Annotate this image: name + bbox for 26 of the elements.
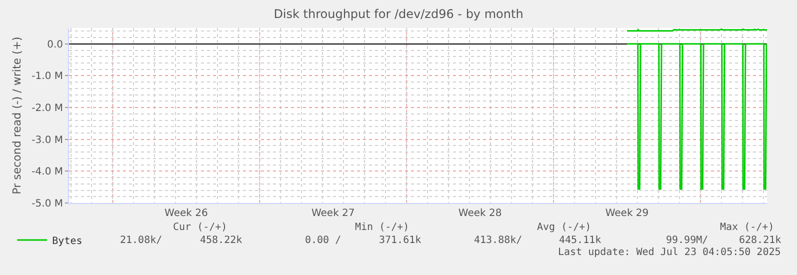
- text: 458.22k: [200, 235, 242, 246]
- text: 99.99M/: [666, 235, 708, 246]
- text: 628.21k: [739, 235, 782, 246]
- x-tick-label: Week 29: [605, 208, 649, 219]
- x-tick-label: Week 28: [458, 208, 502, 219]
- y-tick-label: -3.0 M: [32, 134, 63, 146]
- x-tick-label: Week 27: [311, 208, 355, 219]
- chart-title: Disk throughput for /dev/zd96 - by month: [274, 7, 524, 22]
- y-tick-label: -4.0 M: [32, 166, 63, 178]
- y-axis-title: Pr second read (-) / write (+): [10, 36, 24, 194]
- y-tick-label: -1.0 M: [32, 71, 63, 82]
- y-tick-label: -5.0 M: [32, 198, 63, 210]
- text: 445.11k: [559, 235, 602, 246]
- y-tick-label: 0.0: [47, 39, 63, 50]
- y-tick-label: -2.0 M: [32, 103, 63, 114]
- text: 413.88k/: [474, 235, 522, 246]
- text: 21.08k/: [120, 235, 162, 246]
- text: Min (-/+): [355, 222, 410, 233]
- text: Cur (-/+): [173, 222, 228, 233]
- text: Last update: Wed Jul 23 04:05:50 2025: [558, 247, 781, 258]
- text: Avg (-/+): [537, 222, 592, 233]
- text: 371.61k: [379, 235, 422, 246]
- text: 0.00 /: [305, 235, 342, 246]
- text: Max (-/+): [720, 222, 774, 233]
- legend-label: Bytes: [52, 236, 82, 247]
- x-tick-label: Week 26: [164, 208, 208, 219]
